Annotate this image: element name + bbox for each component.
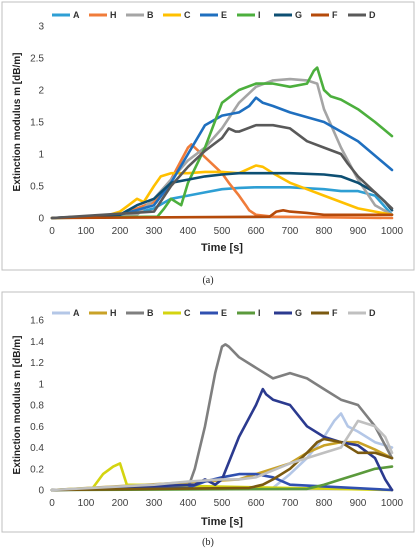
x-tick-label: 800: [316, 498, 333, 509]
chart-panel-b: 0 100 200 300 400 500 600 700 800 900 1000 0 0.2 0.4 0…: [1, 291, 415, 533]
series-line-B: [50, 343, 394, 492]
x-tick-label: 1000: [381, 498, 404, 509]
chart-frame: [1, 1, 415, 271]
x-tick-label: 500: [214, 498, 231, 509]
legend-label-F: F: [332, 308, 338, 318]
y-tick-label: 0.5: [30, 182, 44, 193]
x-tick-label: 900: [350, 226, 367, 237]
series-line-G: [50, 387, 394, 492]
legend-label-D: D: [369, 10, 376, 20]
x-tick-label: 300: [146, 226, 163, 237]
x-tick-label: 600: [248, 498, 265, 509]
series-line-I: [50, 66, 394, 220]
x-tick-label: 400: [180, 498, 197, 509]
legend-label-D: D: [369, 308, 376, 318]
legend-label-I: I: [258, 10, 261, 20]
chart-caption: (a): [202, 275, 213, 286]
y-tick-label: 1.2: [30, 358, 44, 369]
y-tick-label: 2.5: [30, 54, 44, 65]
legend-label-C: C: [184, 10, 191, 20]
chart-caption: (b): [202, 537, 214, 548]
legend-label-E: E: [221, 10, 227, 20]
x-tick-label: 100: [78, 498, 95, 509]
y-tick-label: 0: [38, 214, 44, 225]
x-tick-label: 500: [214, 226, 231, 237]
y-tick-label: 0.8: [30, 401, 44, 412]
series-line-C: [50, 164, 394, 220]
x-axis-title: Time [s]: [201, 516, 243, 528]
series-line-E: [50, 96, 394, 220]
x-tick-label: 0: [49, 498, 55, 509]
series-line-A: [50, 186, 394, 220]
y-tick-label: 2: [38, 86, 44, 97]
legend-label-F: F: [332, 10, 338, 20]
legend-label-A: A: [73, 308, 80, 318]
x-tick-label: 200: [112, 498, 129, 509]
series-line-D: [50, 419, 394, 492]
y-axis-title: Extinction modulus m [dB/m]: [12, 336, 23, 475]
y-tick-label: 3: [38, 22, 44, 33]
x-tick-label: 100: [78, 226, 95, 237]
y-axis-title: Extinction modulus m [dB/m]: [12, 53, 23, 192]
legend-label-A: A: [73, 10, 80, 20]
legend-label-B: B: [147, 10, 154, 20]
legend-label-H: H: [110, 10, 117, 20]
legend-label-C: C: [184, 308, 191, 318]
y-tick-label: 0.2: [30, 464, 44, 475]
y-tick-label: 0.6: [30, 422, 44, 433]
x-tick-label: 200: [112, 226, 129, 237]
y-tick-label: 1.4: [30, 337, 44, 348]
y-tick-label: 1: [38, 150, 44, 161]
chart-frame: [1, 291, 415, 533]
legend-label-G: G: [295, 308, 302, 318]
y-tick-label: 0.4: [30, 443, 44, 454]
series-line-I: [50, 465, 394, 492]
x-tick-label: 300: [146, 498, 163, 509]
series-line-F: [50, 437, 394, 492]
y-tick-label: 1.6: [30, 316, 44, 327]
chart-panel-a: 0 100 200 300 400 500 600 700 800 900 1000 0 0.5 1 1.5…: [1, 1, 415, 271]
legend-label-E: E: [221, 308, 227, 318]
legend-label-I: I: [258, 308, 261, 318]
x-tick-label: 800: [316, 226, 333, 237]
x-axis-title: Time [s]: [201, 242, 243, 254]
x-tick-label: 900: [350, 498, 367, 509]
series-line-F: [50, 209, 394, 220]
legend-label-B: B: [147, 308, 154, 318]
x-tick-label: 700: [282, 226, 299, 237]
x-tick-label: 0: [49, 226, 55, 237]
x-tick-label: 400: [180, 226, 197, 237]
x-tick-label: 1000: [381, 226, 404, 237]
legend-label-G: G: [295, 10, 302, 20]
y-tick-label: 1: [38, 379, 44, 390]
y-tick-label: 0: [38, 486, 44, 497]
x-tick-label: 600: [248, 226, 265, 237]
y-tick-label: 1.5: [30, 118, 44, 129]
x-tick-label: 700: [282, 498, 299, 509]
series-line-A: [50, 412, 394, 492]
series-line-H: [50, 440, 394, 492]
series-line-D: [50, 123, 394, 220]
series-line-G: [50, 171, 394, 220]
legend-label-H: H: [110, 308, 117, 318]
